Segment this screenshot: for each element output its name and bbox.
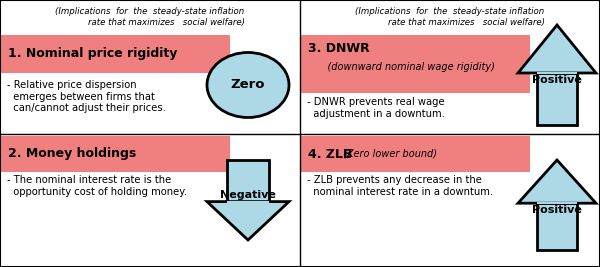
Bar: [227, 160, 269, 202]
Bar: [300, 136, 530, 172]
Text: - ZLB prevents any decrease in the
  nominal interest rate in a downtum.: - ZLB prevents any decrease in the nomin…: [307, 175, 493, 197]
Text: (downward nominal wage rigidity): (downward nominal wage rigidity): [315, 62, 495, 72]
Text: 3. DNWR: 3. DNWR: [308, 42, 370, 56]
Bar: [537, 72, 577, 74]
Text: (Implications  for  the  steady-state inflation
rate that maximizes   social wel: (Implications for the steady-state infla…: [55, 7, 245, 27]
Polygon shape: [207, 202, 289, 240]
Text: - DNWR prevents real wage
  adjustment in a downtum.: - DNWR prevents real wage adjustment in …: [307, 97, 445, 119]
Polygon shape: [518, 160, 596, 203]
Text: Negative: Negative: [220, 190, 276, 200]
Bar: [537, 73, 577, 125]
Text: 2. Money holdings: 2. Money holdings: [8, 147, 136, 160]
Bar: [0, 35, 230, 73]
Text: Zero: Zero: [231, 78, 265, 92]
Text: 1. Nominal price rigidity: 1. Nominal price rigidity: [8, 48, 178, 61]
Text: - The nominal interest rate is the
  opportunity cost of holding money.: - The nominal interest rate is the oppor…: [7, 175, 187, 197]
Text: 4. ZLB: 4. ZLB: [308, 147, 353, 160]
Ellipse shape: [207, 53, 289, 117]
Text: (Zero lower bound): (Zero lower bound): [340, 149, 437, 159]
Bar: [0, 136, 230, 172]
Text: Positive: Positive: [532, 205, 582, 215]
Bar: [537, 202, 577, 204]
Polygon shape: [518, 25, 596, 73]
Bar: [227, 201, 269, 203]
Text: (Implications  for  the  steady-state inflation
rate that maximizes   social wel: (Implications for the steady-state infla…: [355, 7, 545, 27]
Text: - Relative price dispersion
  emerges between firms that
  can/cannot adjust the: - Relative price dispersion emerges betw…: [7, 80, 166, 113]
Bar: [537, 203, 577, 250]
Bar: [300, 35, 530, 93]
Text: Positive: Positive: [532, 75, 582, 85]
